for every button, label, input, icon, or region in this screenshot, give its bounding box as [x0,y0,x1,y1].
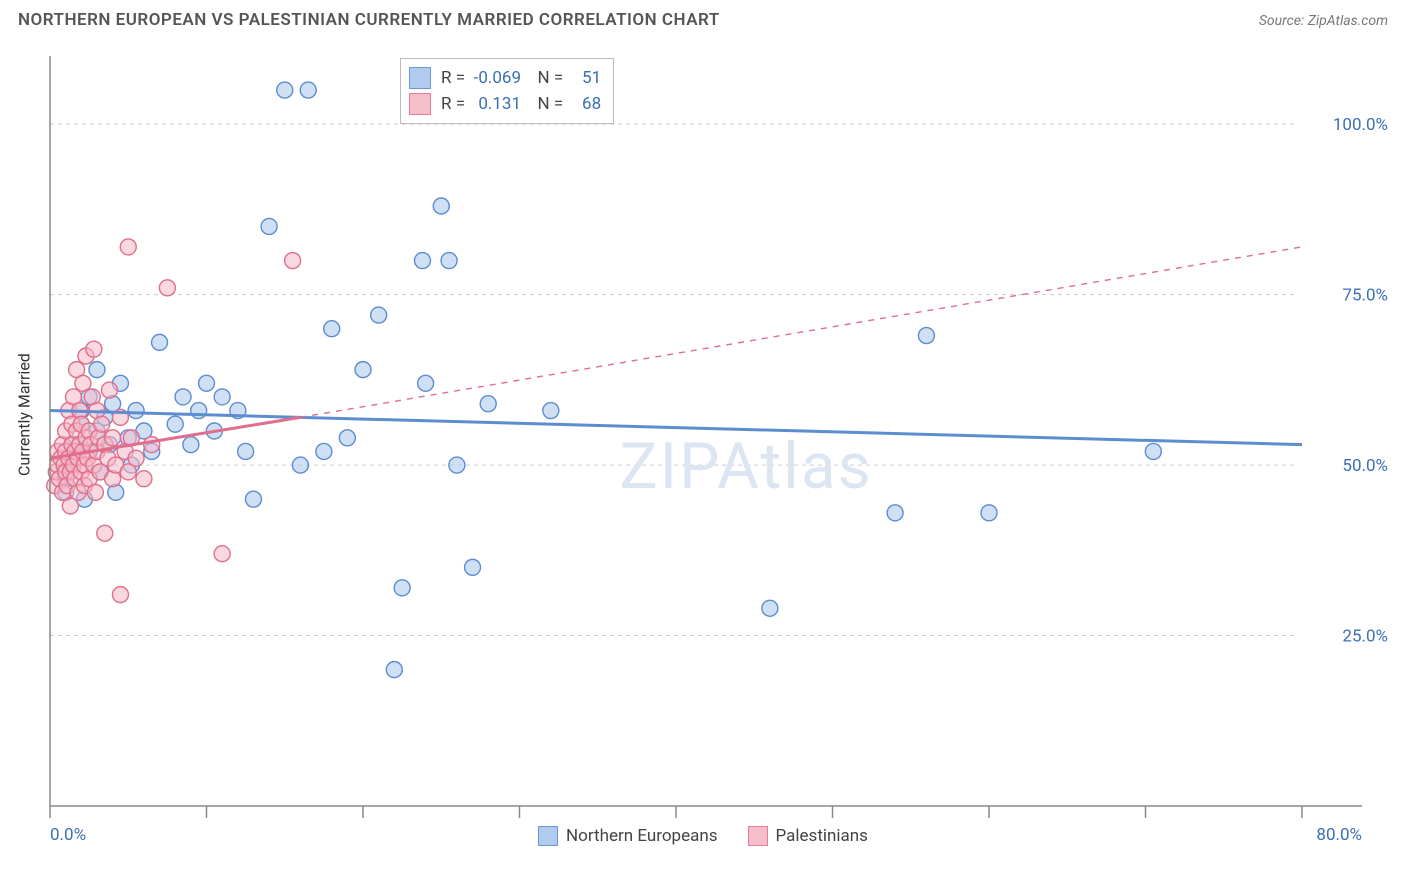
data-point [75,375,91,391]
bottom-legend: Northern Europeans Palestinians [0,826,1406,846]
data-point [97,525,113,541]
data-point [261,218,277,234]
data-point [128,403,144,419]
data-point [414,253,430,269]
stats-n-value: 68 [567,91,601,117]
y-axis-label: Currently Married [15,353,34,476]
data-point [339,430,355,446]
data-point [167,416,183,432]
stats-row: R =0.131 N =68 [409,91,601,117]
y-tick-label: 75.0% [1342,286,1388,306]
data-point [144,437,160,453]
data-point [386,662,402,678]
data-point [101,382,117,398]
trend-line-palestinian-dashed [300,247,1302,417]
data-point [543,403,559,419]
stats-r-value: 0.131 [469,91,521,117]
data-point [136,471,152,487]
data-point [292,457,308,473]
stats-swatch-icon [409,67,431,89]
data-point [480,396,496,412]
data-point [316,443,332,459]
data-point [199,375,215,391]
stats-r-label: R = [441,65,465,91]
data-point [87,484,103,500]
stats-r-label: R = [441,91,465,117]
stats-swatch-icon [409,93,431,115]
stats-legend-box: R =-0.069 N =51R =0.131 N =68 [400,58,614,124]
stats-n-value: 51 [567,65,601,91]
source-attribution: Source: ZipAtlas.com [1259,13,1388,29]
legend-swatch-icon [748,826,768,846]
data-point [175,389,191,405]
data-point [112,587,128,603]
legend-item: Northern Europeans [538,826,717,846]
scatter-chart: 25.0%50.0%75.0%100.0%ZIPAtlas0.0%80.0% [0,36,1406,876]
data-point [152,334,168,350]
data-point [245,491,261,507]
data-point [86,341,102,357]
data-point [418,375,434,391]
data-point [465,559,481,575]
y-tick-label: 50.0% [1342,456,1388,476]
data-point [918,328,934,344]
watermark: ZIPAtlas [619,429,872,504]
data-point [238,443,254,459]
data-point [355,362,371,378]
data-point [277,82,293,98]
data-point [449,457,465,473]
data-point [214,389,230,405]
data-point [214,546,230,562]
data-point [762,600,778,616]
data-point [128,450,144,466]
legend-label: Northern Europeans [566,826,717,846]
data-point [1145,443,1161,459]
stats-row: R =-0.069 N =51 [409,65,601,91]
data-point [183,437,199,453]
data-point [94,416,110,432]
data-point [300,82,316,98]
chart-title: NORTHERN EUROPEAN VS PALESTINIAN CURRENT… [18,10,720,30]
data-point [441,253,457,269]
data-point [981,505,997,521]
data-point [159,280,175,296]
stats-r-value: -0.069 [469,65,521,91]
legend-swatch-icon [538,826,558,846]
y-tick-label: 100.0% [1333,115,1388,135]
data-point [371,307,387,323]
data-point [394,580,410,596]
stats-n-label: N = [537,91,563,117]
legend-item: Palestinians [748,826,868,846]
data-point [105,430,121,446]
data-point [324,321,340,337]
chart-container: Currently Married 25.0% 50.0% 75.0% 100.0% Z… [0,36,1406,876]
data-point [285,253,301,269]
y-tick-label: 25.0% [1342,627,1388,647]
data-point [433,198,449,214]
legend-label: Palestinians [776,826,868,846]
data-point [89,362,105,378]
data-point [120,239,136,255]
data-point [887,505,903,521]
stats-n-label: N = [537,65,563,91]
